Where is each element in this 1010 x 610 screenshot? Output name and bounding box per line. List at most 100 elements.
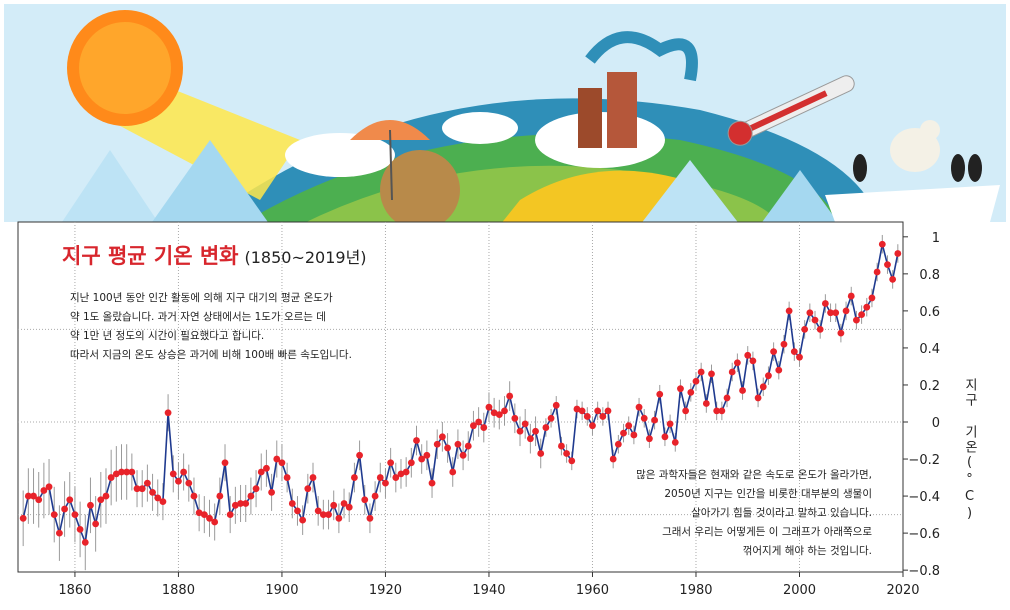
- data-point: [200, 511, 208, 518]
- data-point: [759, 383, 767, 391]
- data-point: [438, 433, 446, 441]
- y-tick-label: 0.4: [919, 342, 940, 357]
- data-point: [40, 487, 48, 494]
- data-point: [164, 409, 172, 417]
- x-tick-label: 1980: [679, 583, 712, 598]
- data-point: [495, 411, 503, 418]
- data-point: [294, 507, 301, 515]
- data-point: [728, 368, 736, 376]
- data-point: [853, 316, 860, 324]
- data-point: [506, 392, 514, 400]
- data-point: [45, 483, 53, 491]
- data-point: [692, 377, 700, 385]
- data-point: [780, 340, 788, 348]
- data-point: [573, 405, 581, 413]
- data-point: [402, 468, 410, 476]
- data-point: [433, 440, 441, 448]
- data-point: [351, 474, 358, 481]
- data-point: [842, 307, 850, 315]
- note-line: 따라서 지금의 온도 상승은 과거에 비해 100배 빠른 속도입니다.: [70, 349, 352, 361]
- data-point: [894, 250, 902, 257]
- data-point: [827, 309, 834, 317]
- data-point: [666, 420, 674, 428]
- data-point: [371, 492, 379, 500]
- data-point: [480, 424, 488, 431]
- data-point: [521, 420, 529, 428]
- data-point: [56, 529, 63, 537]
- note-line: 꺾어지게 해야 하는 것입니다.: [742, 545, 872, 557]
- data-point: [614, 440, 622, 448]
- data-point: [366, 514, 374, 522]
- data-point: [511, 414, 519, 422]
- data-point: [50, 511, 58, 518]
- data-point: [770, 348, 778, 356]
- data-point: [454, 440, 462, 448]
- data-point: [526, 435, 534, 443]
- y-tick-label: −0.2: [908, 453, 940, 468]
- data-point: [837, 329, 845, 337]
- note-line: 2050년 지구는 인간을 비롯한 대부분의 생물이: [664, 488, 872, 500]
- data-point: [444, 444, 451, 452]
- data-point: [532, 427, 539, 435]
- data-point: [382, 479, 389, 487]
- data-point: [361, 496, 369, 504]
- data-point: [671, 438, 679, 446]
- data-point: [832, 309, 840, 317]
- x-tick-label: 1900: [265, 583, 298, 598]
- y-tick-label: 0.2: [919, 379, 940, 394]
- data-point: [733, 359, 741, 367]
- data-point: [257, 468, 265, 476]
- data-point: [677, 385, 684, 393]
- data-point: [490, 409, 498, 417]
- data-point: [76, 526, 84, 533]
- data-point: [123, 468, 131, 476]
- data-point: [304, 485, 312, 493]
- data-point: [640, 414, 648, 422]
- data-point: [620, 429, 627, 437]
- data-point: [226, 511, 234, 518]
- data-point: [175, 477, 182, 485]
- data-point: [754, 394, 762, 402]
- data-point: [149, 488, 156, 496]
- data-point: [878, 240, 886, 248]
- data-point: [330, 501, 338, 509]
- data-point: [568, 457, 576, 465]
- data-point: [345, 503, 353, 511]
- data-point: [811, 316, 819, 324]
- data-point: [340, 500, 348, 507]
- data-point: [242, 500, 250, 507]
- note-top: 지난 100년 동안 인간 활동에 의해 지구 대기의 평균 온도가 약 1도 올…: [70, 289, 352, 365]
- data-point: [24, 492, 32, 500]
- data-point: [428, 479, 436, 487]
- data-point: [397, 470, 405, 478]
- data-point: [30, 492, 37, 500]
- data-point: [35, 496, 43, 504]
- data-point: [558, 442, 565, 450]
- data-point: [599, 413, 607, 420]
- data-point: [92, 520, 100, 528]
- data-point: [847, 292, 855, 300]
- data-point: [309, 474, 317, 481]
- data-point: [118, 468, 125, 476]
- data-point: [392, 474, 400, 481]
- note-line: 약 1도 올랐습니다. 과거 자연 상태에서는 1도가 오르는 데: [70, 311, 326, 323]
- y-tick-label: 0.8: [919, 268, 940, 283]
- data-point: [475, 418, 483, 426]
- x-tick-label: 1960: [576, 583, 609, 598]
- data-point: [790, 348, 798, 356]
- x-tick-label: 2020: [886, 583, 919, 598]
- data-point: [552, 401, 560, 409]
- data-point: [630, 431, 638, 439]
- data-point: [418, 455, 426, 463]
- data-point: [107, 474, 115, 481]
- y-tick-label: 1: [932, 231, 940, 246]
- data-point: [185, 479, 193, 487]
- data-point: [221, 459, 229, 467]
- data-point: [501, 407, 508, 415]
- data-point: [133, 485, 141, 493]
- data-point: [376, 474, 384, 481]
- note-line: 많은 과학자들은 현재와 같은 속도로 온도가 올라가면,: [636, 469, 872, 481]
- data-point: [283, 474, 291, 481]
- data-point: [594, 407, 602, 415]
- data-point: [299, 516, 307, 524]
